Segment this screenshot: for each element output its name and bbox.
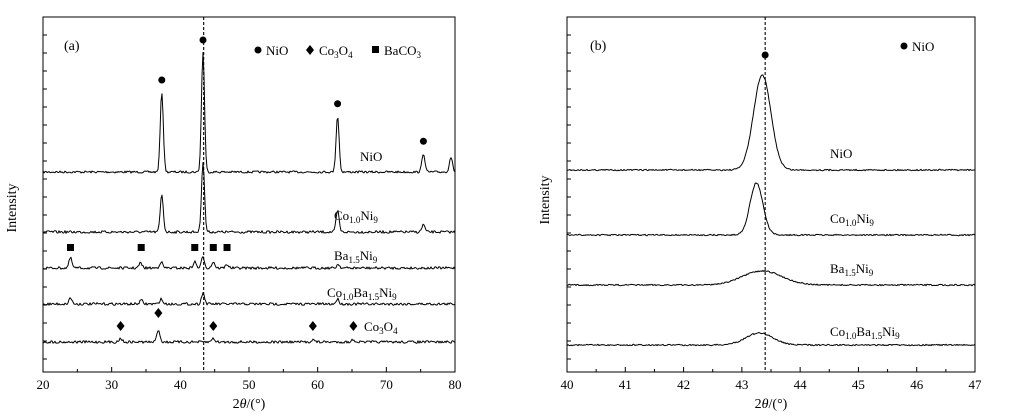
trace-co10ni9	[42, 162, 456, 234]
trace-co3o4	[42, 330, 456, 344]
legend-diamond-marker	[306, 45, 314, 55]
legend-nio-label: NiO	[912, 39, 934, 54]
baco3-peak-marker	[137, 244, 145, 251]
x-tick-label: 40	[174, 377, 187, 392]
trace-co10ni9	[566, 182, 976, 237]
panel-a: (a) Intensity 2θ/(°) NiO Co3O4 BaCO3 NiO…	[5, 16, 462, 412]
legend-nio-label: NiO	[266, 43, 288, 58]
baco3-peak-marker	[191, 244, 199, 251]
trace-co10ba15ni9	[42, 292, 456, 306]
trace-nio	[42, 52, 456, 174]
trace-label-co1-ni9: Co1.0Ni9	[334, 208, 378, 225]
nio-peak-marker	[761, 51, 769, 59]
nio-peak-marker	[419, 137, 427, 145]
co3o4-peak-marker	[349, 321, 358, 331]
panel-a-legend: NiO Co3O4 BaCO3	[254, 43, 422, 60]
nio-peak-marker	[158, 76, 166, 84]
panel-b-ylabel: Intensity	[538, 176, 553, 225]
trace-nio	[566, 74, 976, 172]
x-tick-label: 44	[794, 377, 808, 392]
panel-b-legend: NiO	[900, 39, 934, 54]
x-tick-label: 40	[561, 377, 574, 392]
x-tick-label: 41	[619, 377, 632, 392]
trace-ba15ni9	[566, 269, 976, 287]
trace-ba15ni9	[42, 256, 456, 270]
legend-circle-marker	[900, 42, 908, 50]
panel-a-xlabel: 2θ/(°)	[233, 397, 266, 412]
x-tick-label: 60	[311, 377, 324, 392]
trace-label-nio: NiO	[830, 146, 852, 161]
x-tick-label: 20	[37, 377, 50, 392]
x-tick-label: 50	[243, 377, 256, 392]
legend-co3o4-label: Co3O4	[319, 43, 353, 60]
legend-square-marker	[372, 46, 379, 53]
panel-a-label: (a)	[64, 39, 80, 54]
trace-label-ba15-ni9: Ba1.5Ni9	[334, 248, 378, 265]
co3o4-peak-marker	[308, 321, 317, 331]
legend-baco3-label: BaCO3	[384, 43, 422, 60]
nio-peak-marker	[334, 100, 342, 108]
co3o4-peak-marker	[209, 321, 218, 331]
baco3-peak-marker	[209, 244, 217, 251]
trace-co10ba15ni9	[566, 331, 976, 347]
panel-b-frame	[566, 16, 976, 373]
trace-label-nio: NiO	[360, 149, 382, 164]
x-tick-label: 43	[735, 377, 748, 392]
panel-b-label: (b)	[590, 39, 607, 54]
baco3-peak-marker	[66, 244, 74, 251]
trace-label-co1-ba15-ni9: Co1.0Ba1.5Ni9	[830, 324, 900, 341]
panel-b: (b) Intensity 2θ/(°) NiO NiO Co1.0Ni9 Ba…	[538, 16, 983, 412]
trace-label-ba15-ni9: Ba1.5Ni9	[830, 261, 874, 278]
x-tick-label: 45	[852, 377, 865, 392]
x-tick-label: 70	[380, 377, 393, 392]
panel-a-frame	[42, 16, 456, 373]
x-tick-label: 30	[105, 377, 118, 392]
x-tick-label: 80	[449, 377, 462, 392]
co3o4-peak-marker	[116, 321, 125, 331]
x-tick-label: 47	[969, 377, 983, 392]
trace-label-co3o4: Co3O4	[364, 319, 398, 336]
x-tick-label: 42	[677, 377, 690, 392]
trace-label-co1-ni9: Co1.0Ni9	[830, 211, 874, 228]
panel-b-xlabel: 2θ/(°)	[755, 397, 788, 412]
baco3-peak-marker	[223, 244, 231, 251]
x-tick-label: 46	[910, 377, 924, 392]
nio-peak-marker	[199, 36, 207, 44]
panel-a-ylabel: Intensity	[5, 184, 20, 233]
co3o4-peak-marker	[154, 308, 163, 318]
legend-circle-marker	[254, 46, 262, 54]
